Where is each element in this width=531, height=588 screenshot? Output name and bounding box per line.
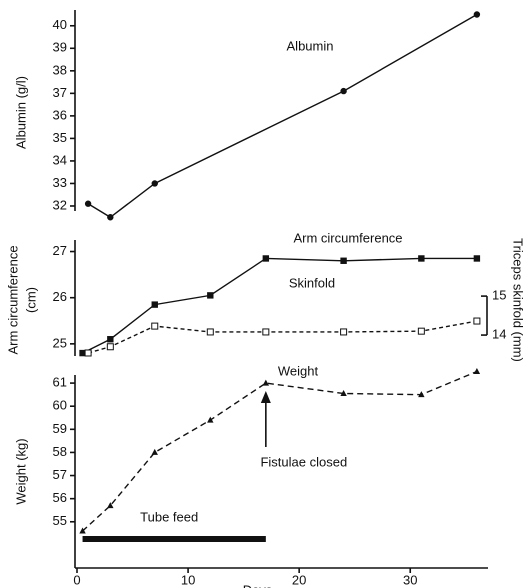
y2-tick-label: 15 [492,288,506,303]
y-tick-label: 55 [53,513,67,528]
bar-label: Tube feed [140,509,198,524]
marker [107,336,114,343]
marker [417,327,425,335]
series-line [87,13,478,219]
y2-tick-label: 14 [492,327,506,342]
series-line [87,320,478,354]
tube-feed-bar [82,536,266,542]
marker [473,317,481,325]
y-axis-label: Arm circumference [5,245,20,354]
series-label: Skinfold [289,275,335,290]
marker [262,255,270,262]
y2-axis-label: Triceps skinfold (mm) [511,238,526,362]
y-axis-label: Albumin (g/l) [13,76,28,149]
x-tick-label: 10 [181,572,195,587]
marker [262,328,270,336]
marker [262,379,270,386]
series-line [82,257,477,354]
marker [206,328,214,336]
y-tick-label: 39 [53,40,67,55]
panel-label: Weight [278,363,319,378]
x-axis-label: Days [243,582,273,588]
marker [340,389,347,396]
y-axis-label: Weight (kg) [13,438,28,504]
y-tick-label: 36 [53,107,67,122]
y-tick-label: 57 [53,467,67,482]
marker [151,322,159,330]
marker [473,255,481,262]
marker [207,416,214,423]
marker [418,391,425,398]
y-tick-label: 25 [53,335,67,350]
marker [473,368,481,375]
series-line [82,370,478,532]
marker [151,448,158,455]
y-axis-label: (cm) [23,287,38,313]
marker [473,11,481,18]
marker [107,502,114,509]
x-tick-label: 30 [403,572,417,587]
marker [84,349,92,357]
x-tick-label: 0 [73,572,80,587]
marker [418,255,425,262]
y-tick-label: 26 [53,289,67,304]
y-tick-label: 34 [53,152,67,167]
marker [151,180,158,187]
x-tick-label: 20 [292,572,306,587]
y-tick-label: 27 [53,243,67,258]
marker [84,200,92,207]
marker [107,214,114,221]
marker [340,257,347,264]
y-tick-label: 60 [53,398,67,413]
panel-label: Albumin [287,38,334,53]
y-tick-label: 32 [53,197,67,212]
marker [340,87,347,95]
y-tick-label: 56 [53,490,67,505]
marker [79,527,86,534]
marker [340,328,348,336]
y-tick-label: 38 [53,62,67,77]
marker [79,349,86,357]
arrow-head [260,391,271,403]
y-tick-label: 33 [53,175,67,190]
marker [207,292,214,299]
arrow-label: Fistulae closed [260,454,347,469]
y-tick-label: 59 [53,421,67,436]
marker [106,343,114,351]
marker [151,301,158,308]
y-tick-label: 61 [53,375,67,390]
y-tick-label: 35 [53,130,67,145]
y-tick-label: 58 [53,444,67,459]
y-tick-label: 37 [53,85,67,100]
series-label: Arm circumference [293,230,402,245]
y-tick-label: 40 [53,17,67,32]
